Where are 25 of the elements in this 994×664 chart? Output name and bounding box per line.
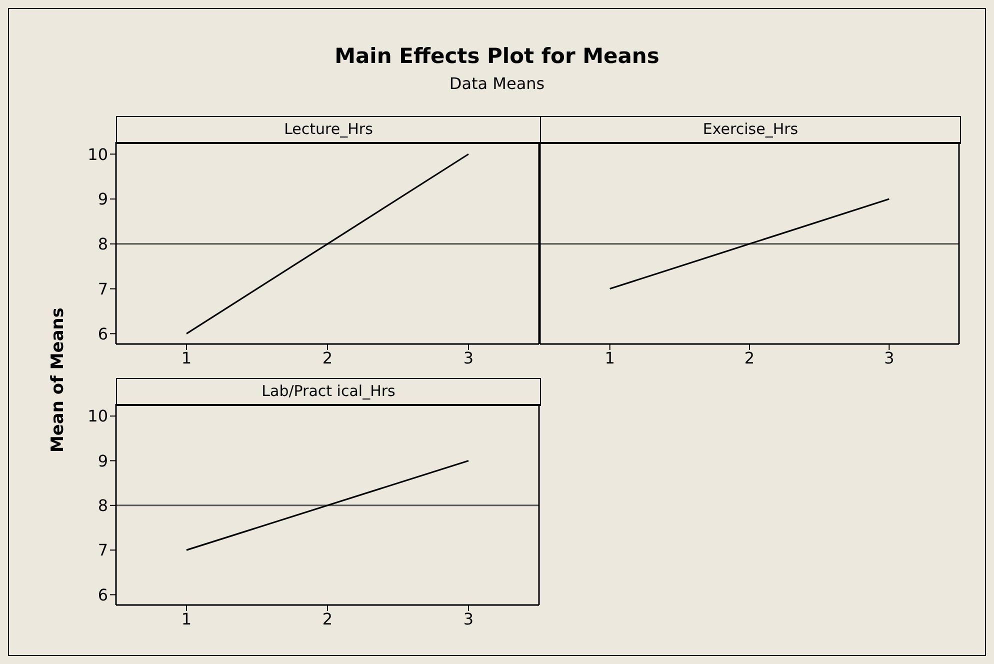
y-tick-label: 9 [98, 451, 108, 470]
chart-title: Main Effects Plot for Means [334, 44, 660, 68]
x-tick-label: 2 [744, 348, 755, 368]
y-tick-label: 7 [98, 540, 108, 560]
x-tick-label: 1 [181, 609, 192, 628]
x-axis-title: Exercise_Hrs [540, 116, 961, 144]
y-axis-title: Mean of Means [48, 306, 68, 455]
chart-subtitle: Data Means [448, 74, 546, 93]
y-tick-label: 9 [98, 190, 108, 209]
y-tick-label: 8 [98, 496, 108, 516]
y-tick-label: 7 [98, 279, 108, 298]
x-axis-title: Lab/Pract ical_Hrs [116, 378, 541, 406]
x-tick-label: 3 [884, 348, 894, 368]
x-axis-title: Lecture_Hrs [116, 116, 541, 144]
y-tick-label: 6 [98, 324, 108, 344]
y-tick-label: 10 [88, 144, 108, 164]
y-tick-label: 6 [98, 585, 108, 604]
x-tick-label: 3 [463, 348, 474, 368]
y-tick-label: 8 [98, 234, 108, 254]
y-tick-label: 10 [88, 406, 108, 426]
x-tick-label: 3 [463, 609, 474, 628]
x-tick-label: 1 [604, 348, 615, 368]
x-tick-label: 1 [181, 348, 192, 368]
x-tick-label: 2 [322, 348, 333, 368]
x-tick-label: 2 [322, 609, 333, 628]
